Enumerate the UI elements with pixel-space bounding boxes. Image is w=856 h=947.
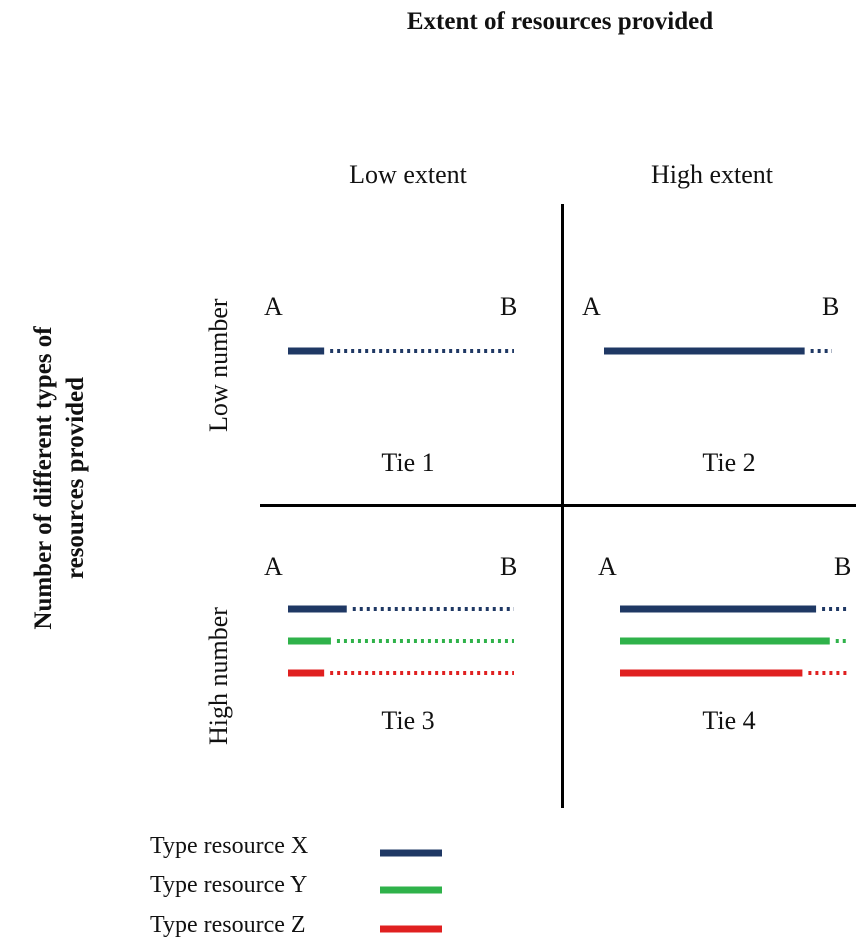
tie3-label: Tie 3: [381, 706, 435, 735]
legend-label-y: Type resource Y: [150, 872, 308, 898]
tie4-endpoint-a: A: [598, 552, 617, 581]
tie3-endpoint-b: B: [500, 552, 518, 581]
horizontal-divider: [260, 504, 856, 507]
tie4-endpoint-b: B: [834, 552, 852, 581]
column-header-high-extent: High extent: [650, 160, 774, 189]
tie2-endpoint-a: A: [582, 292, 601, 321]
tie1-label: Tie 1: [381, 448, 435, 477]
tie3-endpoint-a: A: [264, 552, 283, 581]
column-header-low-extent: Low extent: [349, 160, 467, 189]
legend-label-z: Type resource Z: [150, 912, 306, 938]
legend-label-x: Type resource X: [150, 833, 309, 859]
diagram-title: Extent of resources provided: [406, 8, 714, 35]
tie2-endpoint-b: B: [822, 292, 840, 321]
tie1-endpoint-a: A: [264, 292, 283, 321]
tie2-label: Tie 2: [702, 448, 756, 477]
tie1-endpoint-b: B: [500, 292, 518, 321]
tie4-label: Tie 4: [702, 706, 756, 735]
